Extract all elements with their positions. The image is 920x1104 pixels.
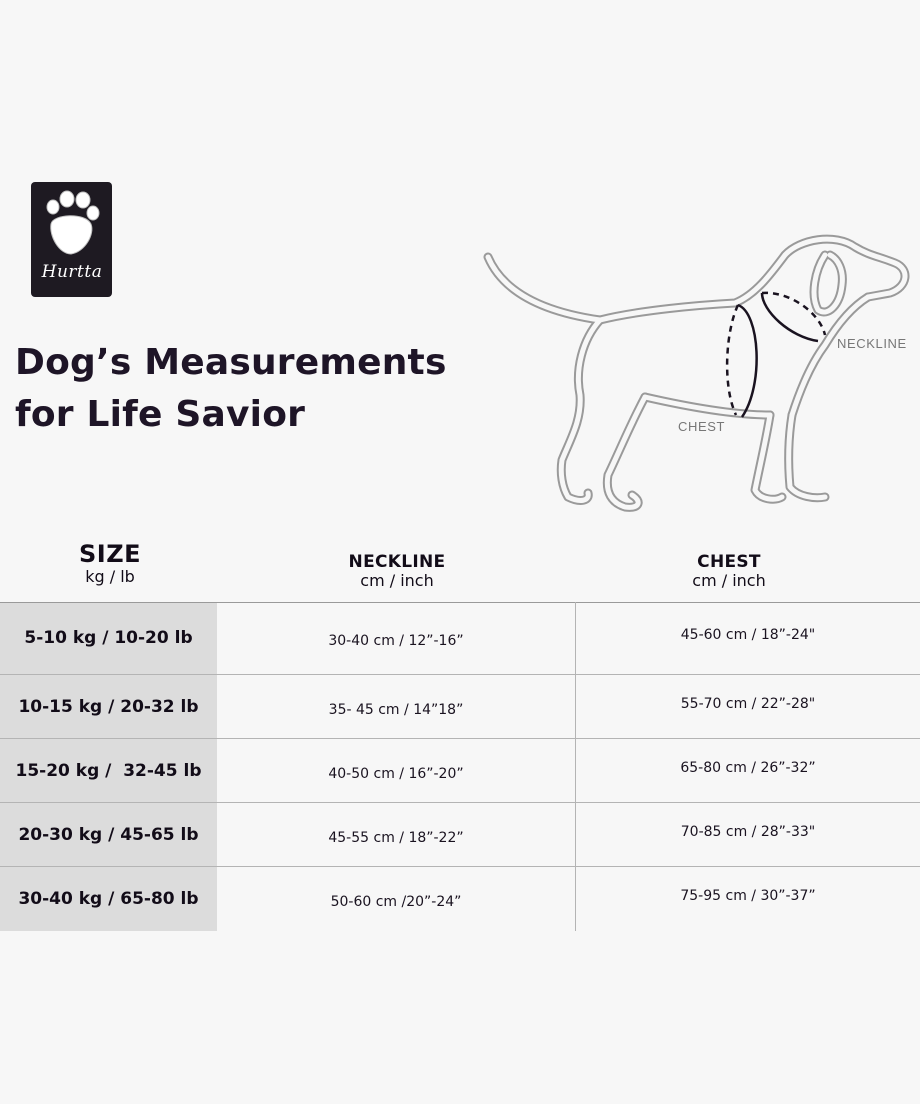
title-line-2: for Life Savior <box>15 394 306 435</box>
dog-measurement-illustration <box>483 234 910 512</box>
size-cell: 15-20 kg / 32-45 lb <box>0 739 217 803</box>
neckline-cell: 35- 45 cm / 14”18” <box>328 702 464 718</box>
chest-cell: 45-60 cm / 18”-24" <box>680 627 816 643</box>
size-chart-table: 5-10 kg / 10-20 lb 30-40 cm / 12”-16” 45… <box>0 602 920 931</box>
chest-header-label: CHEST <box>697 552 761 572</box>
neckline-callout: NECKLINE <box>837 336 907 351</box>
neckline-measure-loop <box>760 291 827 343</box>
page-title: Dog’s Measurements for Life Savior <box>15 337 447 441</box>
size-column-header: SIZE kg / lb <box>40 540 180 586</box>
chest-header-unit: cm / inch <box>692 571 766 590</box>
title-line-1: Dog’s Measurements <box>15 342 447 383</box>
row-divider <box>0 738 920 739</box>
chest-cell: 65-80 cm / 26”-32” <box>680 760 816 776</box>
size-header-unit: kg / lb <box>85 567 135 586</box>
neckline-header-unit: cm / inch <box>360 571 434 590</box>
table-row: 20-30 kg / 45-65 lb 45-55 cm / 18”-22” 7… <box>0 803 920 867</box>
size-cell: 20-30 kg / 45-65 lb <box>0 803 217 867</box>
row-divider <box>0 866 920 867</box>
neckline-cell: 45-55 cm / 18”-22” <box>328 830 464 846</box>
chest-measure-loop <box>725 303 758 418</box>
chest-cell: 75-95 cm / 30”-37” <box>680 888 816 904</box>
chest-callout: CHEST <box>678 419 726 434</box>
column-divider <box>575 602 576 931</box>
table-row: 30-40 kg / 65-80 lb 50-60 cm /20”-24” 75… <box>0 867 920 931</box>
hurtta-logo: Hurtta <box>31 182 112 297</box>
table-row: 5-10 kg / 10-20 lb 30-40 cm / 12”-16” 45… <box>0 602 920 674</box>
chest-cell: 55-70 cm / 22”-28" <box>680 696 816 712</box>
row-divider <box>0 674 920 675</box>
row-divider <box>0 802 920 803</box>
neckline-column-header: NECKLINE cm / inch <box>317 540 477 590</box>
table-top-rule <box>0 602 920 603</box>
chest-cell: 70-85 cm / 28”-33" <box>680 824 816 840</box>
size-cell: 30-40 kg / 65-80 lb <box>0 867 217 931</box>
size-header-label: SIZE <box>78 540 141 568</box>
paw-icon <box>46 190 100 255</box>
size-cell: 10-15 kg / 20-32 lb <box>0 675 217 739</box>
neckline-cell: 30-40 cm / 12”-16” <box>328 633 464 649</box>
brand-name: Hurtta <box>41 262 103 282</box>
table-row: 15-20 kg / 32-45 lb 40-50 cm / 16”-20” 6… <box>0 739 920 803</box>
neckline-cell: 40-50 cm / 16”-20” <box>328 766 464 782</box>
neckline-cell: 50-60 cm /20”-24” <box>330 894 462 910</box>
table-row: 10-15 kg / 20-32 lb 35- 45 cm / 14”18” 5… <box>0 675 920 739</box>
chest-column-header: CHEST cm / inch <box>649 540 809 590</box>
size-cell: 5-10 kg / 10-20 lb <box>0 602 217 674</box>
neckline-header-label: NECKLINE <box>348 552 446 572</box>
